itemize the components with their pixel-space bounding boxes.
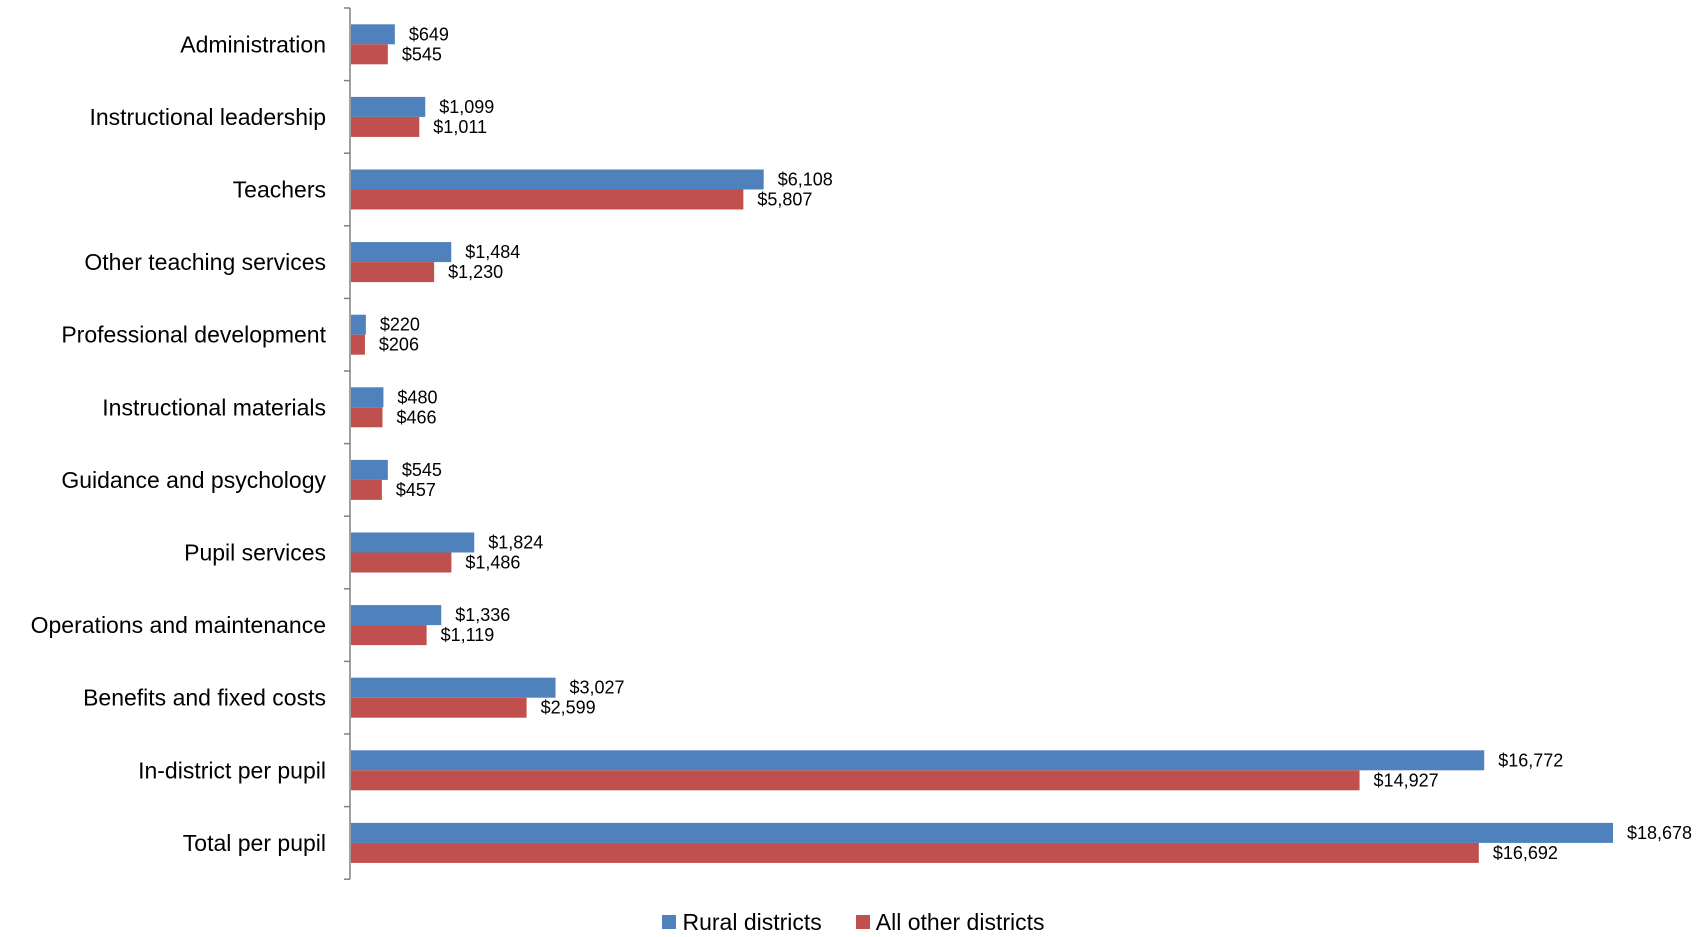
- value-label-other: $1,230: [448, 262, 503, 282]
- value-label-other: $14,927: [1374, 770, 1439, 790]
- category-label: Instructional leadership: [89, 104, 326, 130]
- value-label-rural: $18,678: [1627, 823, 1692, 843]
- category-label: In-district per pupil: [138, 757, 326, 783]
- legend-label-other: All other districts: [875, 908, 1045, 935]
- bar-other: [351, 407, 383, 428]
- bar-other: [351, 44, 388, 65]
- category-labels: Administration Instructional leadership Te…: [31, 31, 327, 856]
- bar-rural: [351, 605, 442, 626]
- value-label-rural: $16,772: [1498, 750, 1563, 770]
- bar-other: [351, 189, 744, 210]
- value-label-other: $1,119: [441, 625, 495, 645]
- value-label-rural: $545: [402, 460, 442, 480]
- bar-rural: [351, 242, 452, 263]
- value-label-other: $2,599: [541, 698, 596, 718]
- bar-chart-svg: Administration Instructional leadership Te…: [31, 7, 1692, 880]
- value-label-other: $457: [396, 480, 436, 500]
- category-label: Operations and maintenance: [31, 612, 326, 638]
- category-label: Pupil services: [184, 540, 326, 566]
- bar-rural: [351, 24, 395, 45]
- value-labels: $649$545$1,099$1,011$6,108$5,807$1,484$1…: [379, 24, 1692, 863]
- bar-other: [351, 770, 1360, 791]
- value-label-rural: $3,027: [570, 678, 625, 698]
- category-label: Guidance and psychology: [61, 467, 326, 493]
- bar-rural: [351, 677, 556, 698]
- bar-other: [351, 116, 420, 137]
- value-label-other: $466: [396, 407, 436, 427]
- legend-label-rural: Rural districts: [682, 908, 822, 935]
- bar-other: [351, 842, 1479, 863]
- bar-rural: [351, 822, 1613, 843]
- bar-rural: [351, 169, 764, 190]
- bar-other: [351, 697, 527, 718]
- value-label-rural: $1,484: [465, 242, 520, 262]
- value-label-rural: $649: [409, 24, 449, 44]
- bar-rural: [351, 387, 384, 408]
- category-label: Professional development: [61, 322, 326, 348]
- category-label: Teachers: [233, 177, 326, 203]
- value-label-rural: $480: [397, 387, 437, 407]
- value-label-rural: $1,336: [455, 605, 510, 625]
- bar-other: [351, 479, 382, 500]
- bar-other: [351, 334, 365, 355]
- value-label-other: $1,486: [465, 553, 520, 573]
- value-label-other: $16,692: [1493, 843, 1558, 863]
- legend-swatch-rural: [662, 915, 677, 929]
- category-label: Instructional materials: [102, 394, 326, 420]
- category-label: Benefits and fixed costs: [83, 685, 326, 711]
- bar-rural: [351, 532, 475, 553]
- bar-other: [351, 262, 435, 283]
- value-label-rural: $6,108: [778, 170, 833, 190]
- category-label: Other teaching services: [84, 249, 326, 275]
- legend: Rural districts All other districts: [0, 908, 1707, 936]
- bar-other: [351, 552, 452, 573]
- value-label-rural: $220: [380, 315, 420, 335]
- bar-rural: [351, 459, 388, 480]
- value-label-rural: $1,824: [488, 533, 543, 553]
- bars-group: [351, 24, 1613, 863]
- value-label-other: $206: [379, 335, 419, 355]
- bar-rural: [351, 314, 366, 335]
- bar-rural: [351, 750, 1485, 771]
- value-label-other: $1,011: [433, 117, 487, 137]
- value-label-other: $545: [402, 44, 442, 64]
- legend-swatch-other: [855, 915, 870, 929]
- value-label-other: $5,807: [757, 190, 812, 210]
- category-label: Administration: [180, 31, 326, 57]
- category-label: Total per pupil: [183, 830, 326, 856]
- legend-item-rural: Rural districts: [662, 908, 822, 936]
- value-label-rural: $1,099: [439, 97, 494, 117]
- legend-item-other: All other districts: [855, 908, 1045, 936]
- bar-other: [351, 625, 427, 646]
- y-axis-ticks: [344, 7, 350, 880]
- bar-rural: [351, 96, 426, 117]
